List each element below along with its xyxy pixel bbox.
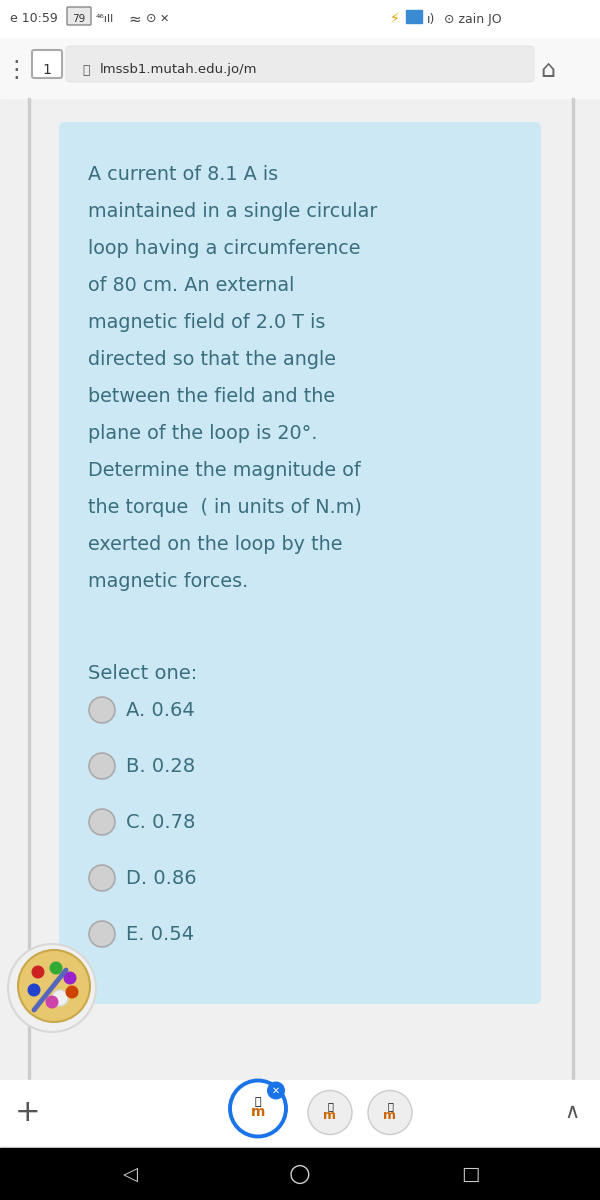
Circle shape xyxy=(89,697,115,722)
Bar xyxy=(0,1148,600,1200)
Circle shape xyxy=(52,990,68,1006)
Text: ≈: ≈ xyxy=(128,12,141,26)
Text: 1: 1 xyxy=(43,62,52,77)
Circle shape xyxy=(267,1081,285,1099)
Bar xyxy=(0,38,600,98)
Text: ⊙ zain JO: ⊙ zain JO xyxy=(444,12,502,25)
Text: ✕: ✕ xyxy=(160,14,169,24)
Text: ı): ı) xyxy=(427,12,436,25)
Bar xyxy=(0,1080,600,1145)
Circle shape xyxy=(308,1091,352,1134)
Text: directed so that the angle: directed so that the angle xyxy=(88,350,336,370)
Text: B. 0.28: B. 0.28 xyxy=(126,756,195,775)
Circle shape xyxy=(49,961,62,974)
Text: +: + xyxy=(15,1098,41,1127)
Circle shape xyxy=(89,865,115,890)
Circle shape xyxy=(64,972,77,984)
Circle shape xyxy=(8,944,96,1032)
Text: of 80 cm. An external: of 80 cm. An external xyxy=(88,276,295,295)
Text: ⋮: ⋮ xyxy=(4,58,28,82)
Text: between the field and the: between the field and the xyxy=(88,386,335,406)
Text: ⚡: ⚡ xyxy=(390,12,400,26)
Text: maintained in a single circular: maintained in a single circular xyxy=(88,202,377,221)
Text: C. 0.78: C. 0.78 xyxy=(126,812,196,832)
Bar xyxy=(406,10,422,23)
Circle shape xyxy=(32,966,44,978)
Circle shape xyxy=(28,984,41,996)
FancyBboxPatch shape xyxy=(67,7,91,25)
FancyBboxPatch shape xyxy=(66,46,534,82)
Bar xyxy=(0,0,600,38)
Text: ⁴⁶ıll: ⁴⁶ıll xyxy=(96,14,114,24)
Bar xyxy=(28,98,29,1098)
Text: the torque  ( in units of N.m): the torque ( in units of N.m) xyxy=(88,498,362,517)
Text: 79: 79 xyxy=(73,14,86,24)
Text: m: m xyxy=(251,1104,265,1118)
Circle shape xyxy=(89,809,115,835)
Circle shape xyxy=(18,950,90,1022)
Text: loop having a circumference: loop having a circumference xyxy=(88,239,361,258)
Text: D. 0.86: D. 0.86 xyxy=(126,869,197,888)
Text: ◁: ◁ xyxy=(122,1164,137,1183)
Bar xyxy=(572,98,574,1098)
Text: Select one:: Select one: xyxy=(88,664,197,683)
Text: Determine the magnitude of: Determine the magnitude of xyxy=(88,461,361,480)
Text: exerted on the loop by the: exerted on the loop by the xyxy=(88,535,343,554)
Circle shape xyxy=(89,754,115,779)
Text: 🎓: 🎓 xyxy=(387,1102,393,1111)
Text: m: m xyxy=(323,1109,337,1122)
Circle shape xyxy=(46,996,59,1008)
Text: plane of the loop is 20°.: plane of the loop is 20°. xyxy=(88,424,317,443)
Text: 🔒: 🔒 xyxy=(82,64,89,77)
Text: 🎓: 🎓 xyxy=(327,1102,333,1111)
Circle shape xyxy=(230,1080,286,1136)
Text: 🎓: 🎓 xyxy=(254,1098,262,1108)
FancyBboxPatch shape xyxy=(59,122,541,1004)
Text: ⊙: ⊙ xyxy=(146,12,157,25)
Text: ○: ○ xyxy=(289,1162,311,1186)
Text: E. 0.54: E. 0.54 xyxy=(126,924,194,943)
Text: magnetic field of 2.0 T is: magnetic field of 2.0 T is xyxy=(88,313,325,332)
Text: A. 0.64: A. 0.64 xyxy=(126,701,195,720)
FancyBboxPatch shape xyxy=(32,50,62,78)
Text: ✕: ✕ xyxy=(272,1086,280,1096)
Circle shape xyxy=(89,922,115,947)
Text: ∧: ∧ xyxy=(565,1103,580,1122)
Circle shape xyxy=(368,1091,412,1134)
Text: lmssb1.mutah.edu.jo/m: lmssb1.mutah.edu.jo/m xyxy=(100,64,257,77)
Circle shape xyxy=(65,985,79,998)
Text: ⌂: ⌂ xyxy=(541,58,556,82)
Text: A current of 8.1 A is: A current of 8.1 A is xyxy=(88,164,278,184)
Text: □: □ xyxy=(461,1164,479,1183)
Text: magnetic forces.: magnetic forces. xyxy=(88,572,248,590)
Text: m: m xyxy=(383,1109,397,1122)
Text: e 10:59: e 10:59 xyxy=(10,12,58,25)
